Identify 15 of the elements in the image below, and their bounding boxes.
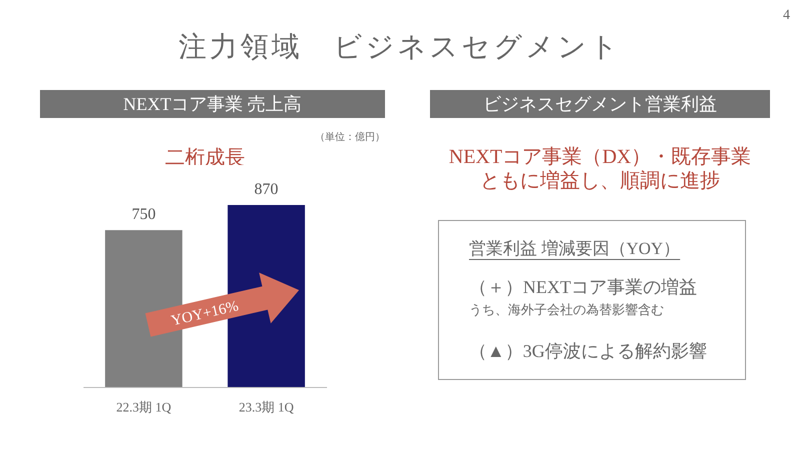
text: （単位：億円） — [314, 130, 385, 144]
text: ビジネスセグメント営業利益 — [430, 90, 770, 118]
text: 注力領域 ビジネスセグメント — [178, 31, 622, 65]
chart-title: NEXTコア事業 売上高 — [40, 90, 385, 118]
x-tick-label: 22.3期 1Q — [116, 400, 172, 414]
annotation: YOY+16% — [170, 298, 240, 330]
data-label: 750 — [132, 206, 156, 224]
text: （▲）3G停波による解約影響 — [469, 340, 707, 363]
text: うち、海外子会社の為替影響含む — [469, 301, 664, 319]
data-label: 870 — [254, 181, 278, 198]
text: NEXTコア事業（DX）・既存事業ともに増益し、順調に進捗 — [448, 145, 752, 193]
x-tick-label: 23.3期 1Q — [238, 400, 294, 414]
text: （＋）NEXTコア事業の増益 — [469, 276, 697, 299]
text: 営業利益 増減要因（YOY） — [469, 238, 680, 260]
text: 4 — [782, 8, 790, 24]
